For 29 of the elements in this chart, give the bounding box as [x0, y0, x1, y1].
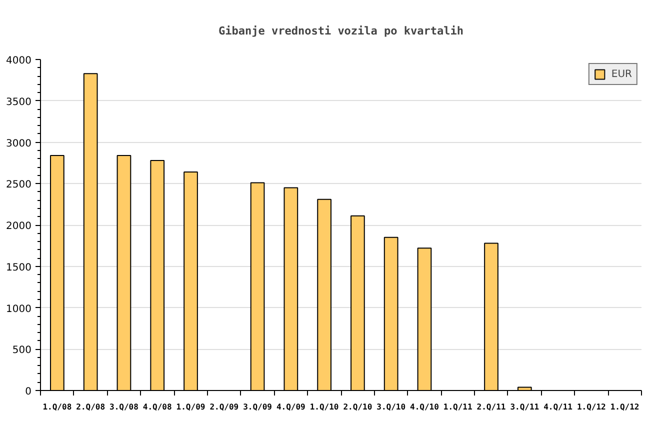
y-tick-label: 3500 — [6, 96, 32, 108]
y-tick-label: 3000 — [6, 138, 32, 150]
x-tick-label: 3.Q/11 — [510, 402, 540, 412]
x-tick-label: 1.Q/11 — [443, 402, 472, 412]
x-tick-label: 4.Q/09 — [276, 402, 306, 412]
x-tick-label: 1.Q/08 — [42, 402, 72, 412]
x-tick-label: 2.Q/09 — [210, 402, 239, 412]
x-tick-label: 1.Q/12 — [610, 402, 640, 412]
x-tick-label: 3.Q/10 — [376, 402, 406, 412]
x-tick-label: 1.Q/12 — [576, 402, 606, 412]
x-tick-label: 2.Q/08 — [76, 402, 106, 412]
x-tick-label: 4.Q/08 — [142, 402, 172, 412]
y-tick-label: 2000 — [6, 221, 32, 232]
y-tick-label: 500 — [12, 345, 32, 356]
y-tick-label: 1000 — [6, 304, 32, 315]
y-tick-label: 2500 — [6, 180, 32, 191]
x-tick-label: 3.Q/09 — [243, 402, 272, 412]
x-tick-label: 4.Q/11 — [544, 402, 573, 412]
legend-label: EUR — [611, 68, 632, 80]
x-tick-label: 1.Q/10 — [310, 402, 339, 412]
y-tick-label: 4000 — [6, 56, 32, 66]
x-tick-label: 2.Q/10 — [343, 402, 372, 412]
x-tick-label: 1.Q/09 — [176, 402, 206, 412]
y-tick-label: 0 — [25, 386, 32, 398]
y-tick-label: 1500 — [6, 262, 32, 274]
x-tick-label: 4.Q/10 — [410, 402, 440, 412]
x-tick-label: 2.Q/11 — [476, 402, 506, 412]
x-tick-label: 3.Q/08 — [110, 402, 139, 412]
chart-title: Gibanje vrednosti vozila po kvartalih — [218, 24, 464, 38]
